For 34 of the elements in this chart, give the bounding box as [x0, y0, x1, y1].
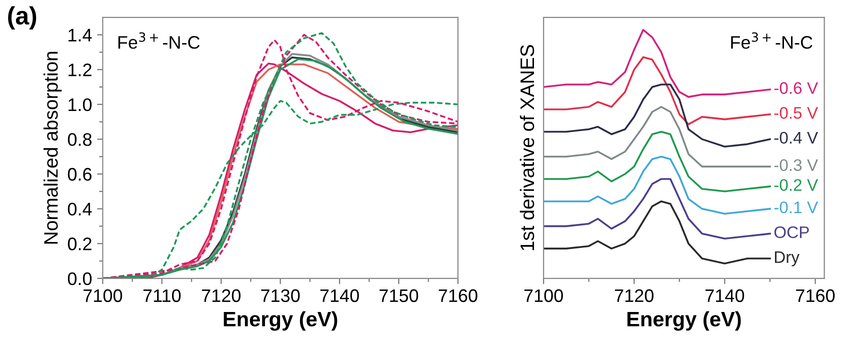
x-tick-label: 7120 — [202, 289, 241, 302]
x-tick-label: 7160 — [438, 289, 478, 302]
annotation: Fe$^{3+}$-N-C — [731, 32, 812, 49]
y-axis-title: Normalized absorption — [44, 52, 62, 244]
y-axis-title: 1st derivative of XANES — [520, 45, 534, 250]
x-tick-label: 7160 — [796, 289, 835, 302]
y-tick-label: 0.6 — [68, 168, 92, 181]
x-axis-title: Energy (eV) — [627, 311, 741, 331]
x-tick-label: 7140 — [320, 289, 359, 302]
x-tick-label: 7120 — [614, 289, 654, 302]
y-tick-label: 0.8 — [68, 133, 92, 146]
x-tick-label: 7140 — [706, 289, 744, 302]
series-label: -0.6 V — [774, 82, 818, 94]
series-label: -0.2 V — [774, 179, 818, 191]
text: (a) — [8, 6, 36, 30]
series-label: -0.4 V — [774, 132, 818, 144]
series-label: Dry — [774, 251, 800, 266]
series-label: OCP — [774, 226, 809, 238]
x-tick-label: 7100 — [524, 289, 563, 302]
y-tick-label: 0.4 — [68, 202, 92, 216]
series-label: -0.3 V — [774, 159, 818, 172]
series-label: -0.1 V — [774, 201, 818, 214]
y-tick-label: 0.0 — [68, 272, 92, 286]
annotation: Fe$^{3+}$-N-C — [118, 32, 200, 49]
x-tick-label: 7110 — [143, 289, 181, 302]
y-tick-label: 0.2 — [68, 238, 92, 250]
y-tick-label: 1.2 — [68, 64, 92, 76]
x-tick-label: 7130 — [261, 289, 300, 302]
x-tick-label: 7100 — [84, 289, 122, 302]
series-label: -0.5 V — [774, 107, 818, 119]
x-axis-title: Energy (eV) — [224, 311, 338, 331]
y-tick-label: 1.4 — [68, 28, 92, 42]
y-tick-label: 1.0 — [68, 98, 92, 112]
x-tick-label: 7150 — [380, 289, 418, 302]
